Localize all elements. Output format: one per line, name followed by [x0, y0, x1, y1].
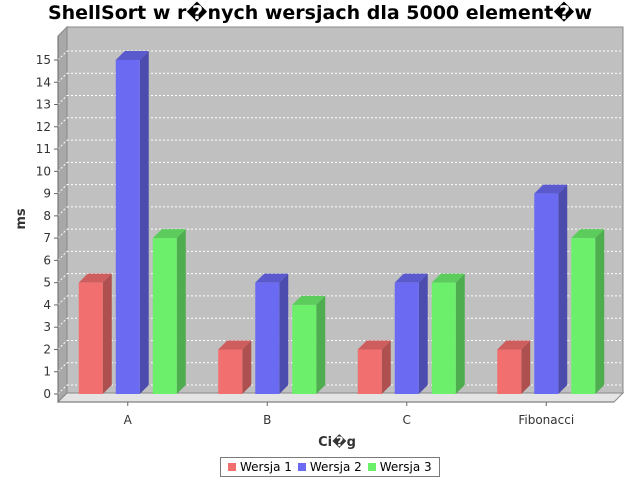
bar: [394, 273, 428, 394]
bar: [78, 273, 112, 394]
bar-top: [218, 340, 252, 350]
bar-front: [357, 349, 382, 394]
bar-front: [534, 193, 559, 394]
bar-side: [242, 340, 252, 394]
y-tick-label: 4: [43, 298, 51, 312]
bar-top: [571, 229, 605, 239]
bar-side: [418, 273, 428, 394]
bar-top: [394, 273, 428, 283]
bar-front: [152, 238, 177, 394]
bar-top: [357, 340, 391, 350]
bar: [255, 273, 289, 394]
bar-side: [381, 340, 391, 394]
x-axis: A B C Fibonacci: [58, 401, 614, 427]
bar-side: [521, 340, 531, 394]
bar: [115, 51, 149, 394]
bar-side: [595, 229, 605, 394]
y-tick-label: 0: [43, 387, 51, 401]
legend-label: Wersja 1: [240, 460, 292, 474]
bar-front: [394, 282, 419, 394]
bar: [431, 273, 465, 394]
legend: Wersja 1 Wersja 2 Wersja 3: [220, 457, 440, 477]
bar-top: [152, 229, 186, 239]
x-axis-label: Ci�g: [318, 434, 356, 450]
legend-item-series-1: Wersja 1: [228, 460, 292, 474]
bar-top: [255, 273, 289, 283]
y-tick-label: 10: [36, 164, 51, 178]
bar-side: [558, 184, 568, 394]
bar-front: [115, 60, 140, 394]
bar-front: [497, 349, 522, 394]
x-tick-label: B: [263, 413, 271, 427]
y-tick-label: 3: [43, 320, 51, 334]
y-tick-label: 5: [43, 276, 51, 290]
x-tick-label: A: [124, 413, 133, 427]
bar-front: [292, 304, 317, 394]
bar-front: [78, 282, 103, 394]
chart-title: ShellSort w r�nych wersjach dla 5000 ele…: [47, 2, 593, 24]
bar-front: [255, 282, 280, 394]
legend-item-series-2: Wersja 2: [297, 460, 362, 474]
bar-front: [571, 238, 596, 394]
legend-swatch: [228, 463, 236, 471]
bar-side: [455, 273, 465, 394]
x-tick-label: Fibonacci: [518, 413, 574, 427]
bar: [292, 295, 326, 394]
bar-side: [279, 273, 289, 394]
y-tick-label: 8: [43, 209, 51, 223]
bar-front: [431, 282, 456, 394]
y-tick-label: 14: [36, 75, 51, 89]
x-tick-label: C: [403, 413, 411, 427]
legend-label: Wersja 3: [379, 460, 432, 474]
bar-front: [218, 349, 243, 394]
bar: [571, 229, 605, 394]
y-tick-label: 15: [36, 53, 51, 67]
bar: [497, 340, 531, 394]
y-tick-label: 6: [43, 253, 51, 267]
bar: [357, 340, 391, 394]
y-tick-label: 12: [36, 120, 51, 134]
y-tick-label: 9: [43, 187, 51, 201]
bar-side: [102, 273, 112, 394]
legend-label: Wersja 2: [309, 460, 362, 474]
y-axis-label: ms: [14, 208, 29, 230]
bar: [534, 184, 568, 394]
bar-top: [292, 295, 326, 305]
bar-side: [176, 229, 186, 394]
bar-top: [115, 51, 149, 60]
bar-top: [497, 340, 531, 350]
bar: [218, 340, 252, 394]
y-tick-label: 11: [36, 142, 51, 156]
bar-top: [78, 273, 112, 283]
bar-side: [316, 295, 326, 394]
y-tick-label: 7: [43, 231, 51, 245]
plot-floor: [56, 392, 625, 403]
bar-side: [139, 51, 149, 394]
bar: [152, 229, 186, 394]
legend-swatch: [367, 463, 376, 471]
y-tick-label: 2: [43, 342, 51, 356]
bar-top: [534, 184, 568, 194]
y-tick-label: 1: [43, 365, 51, 379]
bars: [78, 51, 605, 394]
legend-swatch: [297, 463, 306, 471]
bar-top: [431, 273, 465, 283]
legend-item-series-3: Wersja 3: [367, 460, 432, 474]
y-tick-label: 13: [36, 98, 51, 112]
